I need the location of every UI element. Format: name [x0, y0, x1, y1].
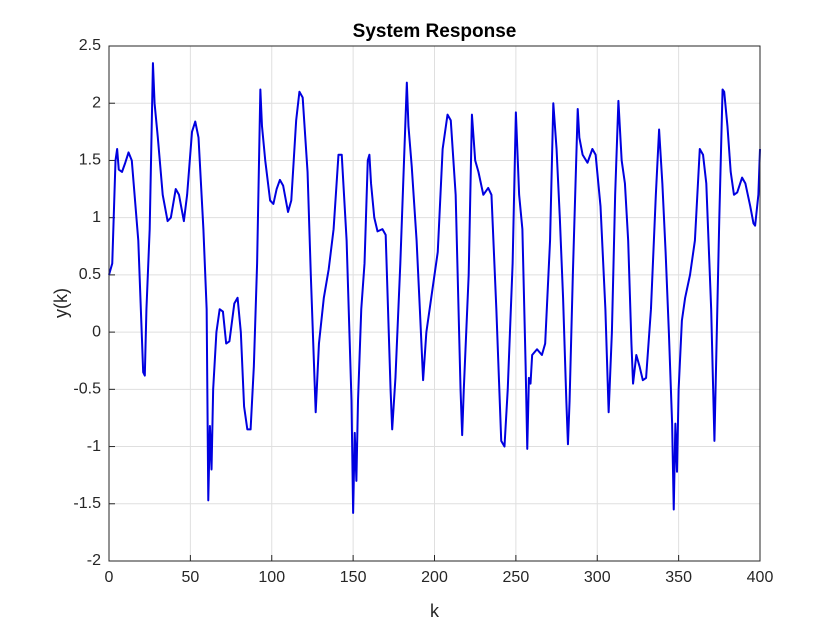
chart-title: System Response [353, 21, 517, 42]
x-tick-label: 150 [340, 569, 367, 586]
x-tick-label: 100 [258, 569, 285, 586]
axes-box [108, 45, 761, 562]
y-tick-label: -1.5 [73, 495, 101, 512]
x-tick-label: 0 [105, 569, 114, 586]
y-axis-label: y(k) [51, 288, 71, 318]
y-tick-label: 2.5 [79, 37, 101, 54]
y-tick-label: -2 [87, 552, 101, 569]
y-tick-label: -0.5 [73, 381, 101, 398]
y-tick-label: 1 [92, 209, 101, 226]
x-tick-label: 250 [503, 569, 530, 586]
x-tick-label: 50 [181, 569, 199, 586]
x-tick-label: 300 [584, 569, 611, 586]
x-tick-label: 200 [421, 569, 448, 586]
data-line [108, 62, 761, 514]
x-axis-label: k [430, 601, 440, 621]
y-tick-label: 0 [92, 323, 101, 340]
x-tick-label: 400 [747, 569, 774, 586]
x-tick-label: 350 [665, 569, 692, 586]
y-tick-label: 1.5 [79, 152, 101, 169]
y-tick-label: 0.5 [79, 266, 101, 283]
y-tick-label: 2 [92, 94, 101, 111]
y-tick-label: -1 [87, 438, 101, 455]
